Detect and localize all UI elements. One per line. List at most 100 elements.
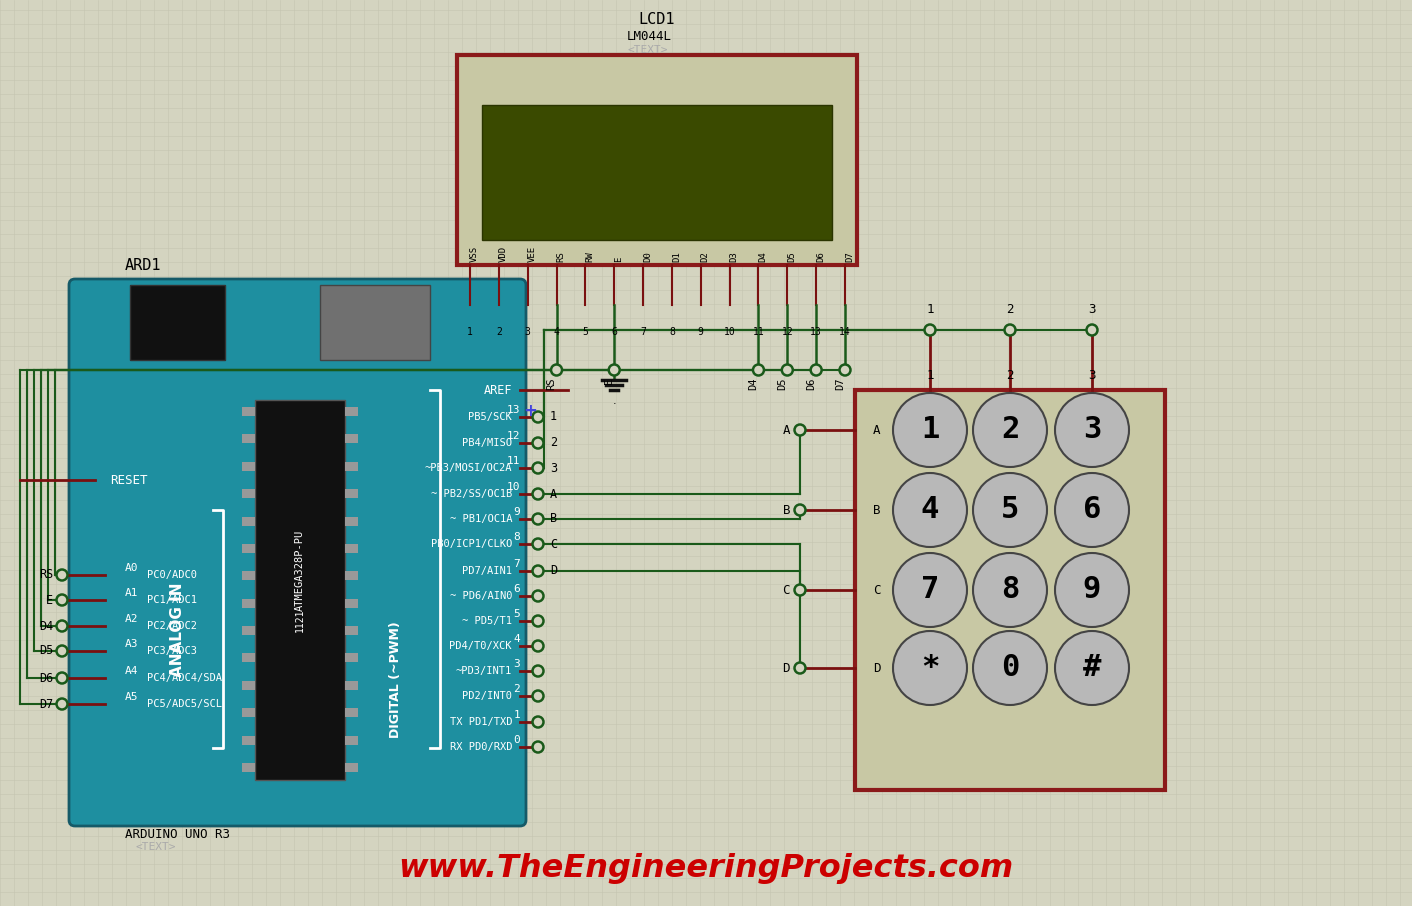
Text: ANALOG IN: ANALOG IN	[171, 583, 185, 678]
Text: TX PD1/TXD: TX PD1/TXD	[449, 717, 513, 727]
Circle shape	[810, 364, 822, 375]
Text: ~PD3/INT1: ~PD3/INT1	[456, 666, 513, 676]
Circle shape	[1055, 553, 1130, 627]
Circle shape	[551, 364, 562, 375]
Text: PB0/ICP1/CLKO: PB0/ICP1/CLKO	[431, 539, 513, 549]
Circle shape	[532, 615, 544, 627]
Bar	[241, 653, 256, 662]
Text: D0: D0	[642, 251, 652, 262]
Bar	[345, 489, 359, 498]
Text: 3: 3	[513, 659, 520, 669]
Text: D6: D6	[816, 251, 825, 262]
Text: D3: D3	[730, 251, 738, 262]
Bar	[457, 55, 857, 265]
Bar	[256, 400, 345, 780]
Text: 5: 5	[582, 327, 589, 337]
Text: D4: D4	[38, 620, 54, 632]
FancyBboxPatch shape	[69, 279, 527, 826]
Text: E: E	[45, 593, 54, 606]
Bar	[345, 544, 359, 553]
Text: 12: 12	[507, 431, 520, 441]
Bar	[241, 572, 256, 581]
Text: 6: 6	[513, 584, 520, 594]
Circle shape	[56, 699, 68, 709]
Circle shape	[56, 672, 68, 683]
Circle shape	[1055, 473, 1130, 547]
Text: PB4/MISO: PB4/MISO	[462, 438, 513, 448]
Bar	[345, 407, 359, 416]
Text: D6: D6	[38, 671, 54, 685]
Text: 5: 5	[1001, 496, 1019, 525]
Text: 3: 3	[1089, 303, 1096, 316]
Circle shape	[532, 462, 544, 474]
Text: A: A	[782, 423, 789, 437]
Bar	[241, 599, 256, 608]
Text: 0: 0	[513, 735, 520, 745]
Bar	[241, 763, 256, 772]
Text: PD7/AIN1: PD7/AIN1	[462, 566, 513, 576]
Bar	[241, 434, 256, 443]
Circle shape	[532, 690, 544, 701]
Circle shape	[532, 565, 544, 576]
Text: D2: D2	[700, 251, 710, 262]
Bar	[345, 462, 359, 471]
Text: DIGITAL (~PWM): DIGITAL (~PWM)	[388, 622, 401, 738]
Text: ATMEGA328P-PU: ATMEGA328P-PU	[295, 529, 305, 611]
Text: RS: RS	[556, 251, 566, 262]
Text: 11: 11	[507, 456, 520, 466]
Text: 8: 8	[513, 532, 520, 542]
Text: 7: 7	[513, 559, 520, 569]
Circle shape	[532, 488, 544, 499]
Text: 8: 8	[1001, 575, 1019, 604]
Text: B: B	[551, 513, 558, 525]
Text: VDD: VDD	[498, 246, 508, 262]
Text: B: B	[782, 504, 789, 516]
Text: PD4/T0/XCK: PD4/T0/XCK	[449, 641, 513, 651]
Circle shape	[56, 645, 68, 657]
Text: PC5/ADC5/SCL: PC5/ADC5/SCL	[147, 699, 222, 709]
Text: PC4/ADC4/SDA: PC4/ADC4/SDA	[147, 673, 222, 683]
Text: 5: 5	[513, 609, 520, 619]
Text: D4: D4	[758, 251, 768, 262]
Circle shape	[1086, 324, 1097, 335]
Circle shape	[753, 364, 764, 375]
Text: +: +	[522, 402, 537, 420]
Bar	[345, 599, 359, 608]
Text: A5: A5	[126, 692, 138, 702]
Text: E: E	[614, 256, 623, 262]
Text: 6: 6	[611, 327, 617, 337]
Text: 10: 10	[507, 482, 520, 492]
Bar	[345, 516, 359, 525]
Bar	[345, 434, 359, 443]
Circle shape	[892, 631, 967, 705]
Text: LM044L: LM044L	[627, 30, 672, 43]
Text: A4: A4	[126, 666, 138, 676]
Circle shape	[795, 425, 805, 436]
Bar	[241, 489, 256, 498]
Text: VEE: VEE	[528, 246, 537, 262]
Circle shape	[795, 584, 805, 595]
Bar	[345, 653, 359, 662]
Text: RS: RS	[38, 568, 54, 582]
Text: D4: D4	[748, 378, 758, 390]
Text: #: #	[1083, 653, 1101, 682]
Text: RS: RS	[546, 378, 556, 390]
Text: 3: 3	[525, 327, 531, 337]
Text: 1: 1	[551, 410, 558, 423]
Text: D7: D7	[834, 378, 844, 390]
Text: C: C	[551, 537, 558, 551]
Circle shape	[1055, 393, 1130, 467]
Text: PC3/ADC3: PC3/ADC3	[147, 646, 198, 656]
Text: A: A	[551, 487, 558, 500]
Bar	[130, 285, 225, 360]
Text: ~ PB1/OC1A: ~ PB1/OC1A	[449, 514, 513, 524]
Text: 13: 13	[810, 327, 822, 337]
Text: D1: D1	[672, 251, 681, 262]
Circle shape	[892, 473, 967, 547]
Text: A2: A2	[126, 614, 138, 624]
Text: 2: 2	[513, 684, 520, 694]
Circle shape	[532, 538, 544, 550]
Bar	[241, 680, 256, 689]
Bar	[345, 736, 359, 745]
Bar	[241, 462, 256, 471]
